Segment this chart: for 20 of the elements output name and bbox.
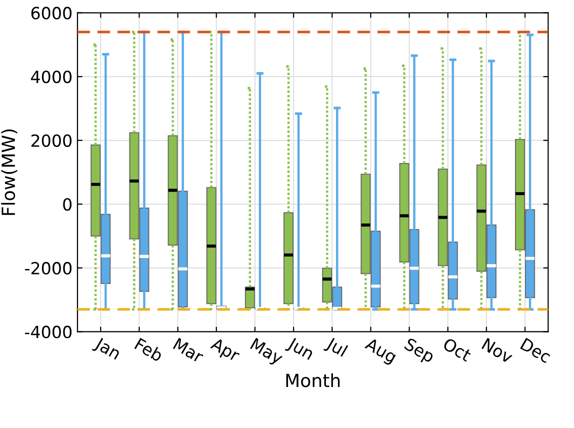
y-tick-label: -2000 <box>25 262 72 274</box>
y-tick-label: 6000 <box>31 6 72 20</box>
x-axis-title: Month <box>286 373 340 388</box>
x-tick-label: Feb <box>134 337 164 362</box>
x-tick-label: Dec <box>520 338 552 364</box>
x-tick-label: Jan <box>92 336 122 363</box>
x-tick-label: Mar <box>172 338 205 364</box>
x-tick-label: Oct <box>442 337 472 362</box>
x-tick-label: Jul <box>323 336 348 360</box>
y-tick-label: 2000 <box>31 134 72 147</box>
x-tick-label: Sep <box>402 337 436 366</box>
x-tick-label: Jun <box>284 336 315 363</box>
x-tick-label: Nov <box>481 338 514 364</box>
x-tick-label: May <box>248 338 284 368</box>
y-tick-label: 4000 <box>31 70 72 84</box>
x-tick-label: Apr <box>208 337 242 365</box>
y-tick-label: 0 <box>63 198 72 211</box>
y-axis-title: Flow(MW) <box>1 129 18 215</box>
x-tick-label: Aug <box>362 337 398 366</box>
y-tick-label: -4000 <box>25 326 72 338</box>
